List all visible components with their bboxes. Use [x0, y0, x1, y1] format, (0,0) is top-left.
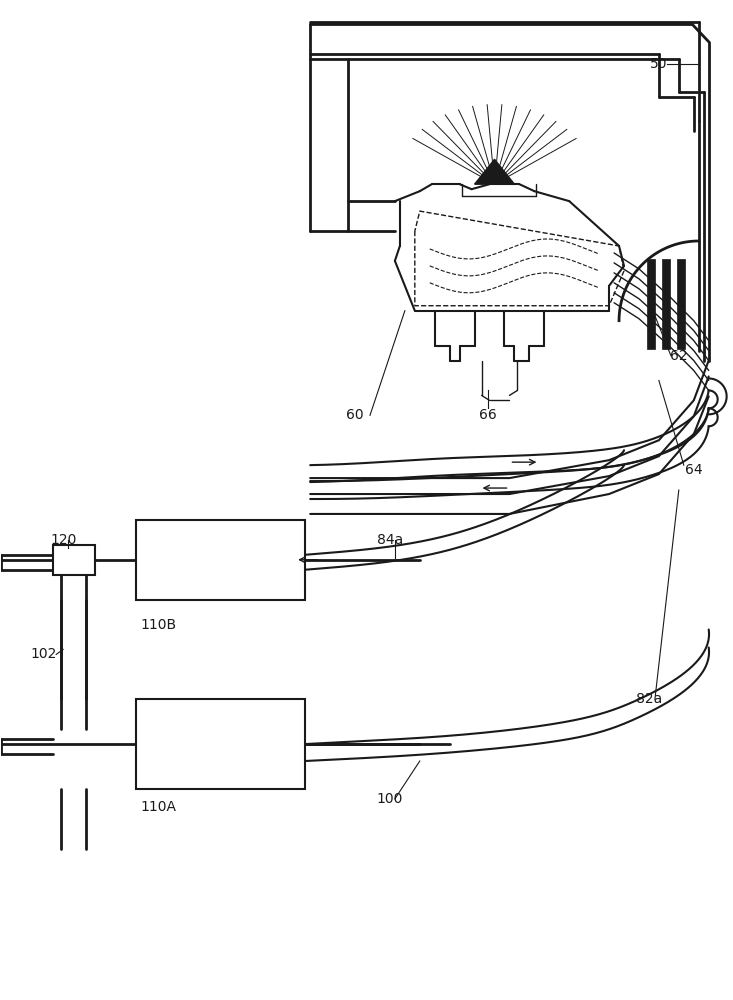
Text: 62: 62 — [670, 349, 688, 363]
Polygon shape — [474, 159, 515, 184]
Text: 66: 66 — [479, 408, 496, 422]
Bar — [136, 520, 305, 600]
Text: 60: 60 — [346, 408, 364, 422]
Bar — [677, 259, 685, 349]
Bar — [647, 259, 655, 349]
Text: 110B: 110B — [141, 618, 177, 632]
Text: 102: 102 — [30, 647, 56, 661]
Text: 110A: 110A — [141, 800, 177, 814]
Text: 120: 120 — [50, 533, 76, 547]
Text: 82a: 82a — [636, 692, 662, 706]
Text: 100: 100 — [377, 792, 403, 806]
Bar — [662, 259, 670, 349]
Text: 84a: 84a — [377, 533, 403, 547]
Text: 64: 64 — [685, 463, 702, 477]
Text: 50: 50 — [650, 57, 668, 71]
Bar — [54, 545, 95, 575]
Bar — [136, 699, 305, 789]
